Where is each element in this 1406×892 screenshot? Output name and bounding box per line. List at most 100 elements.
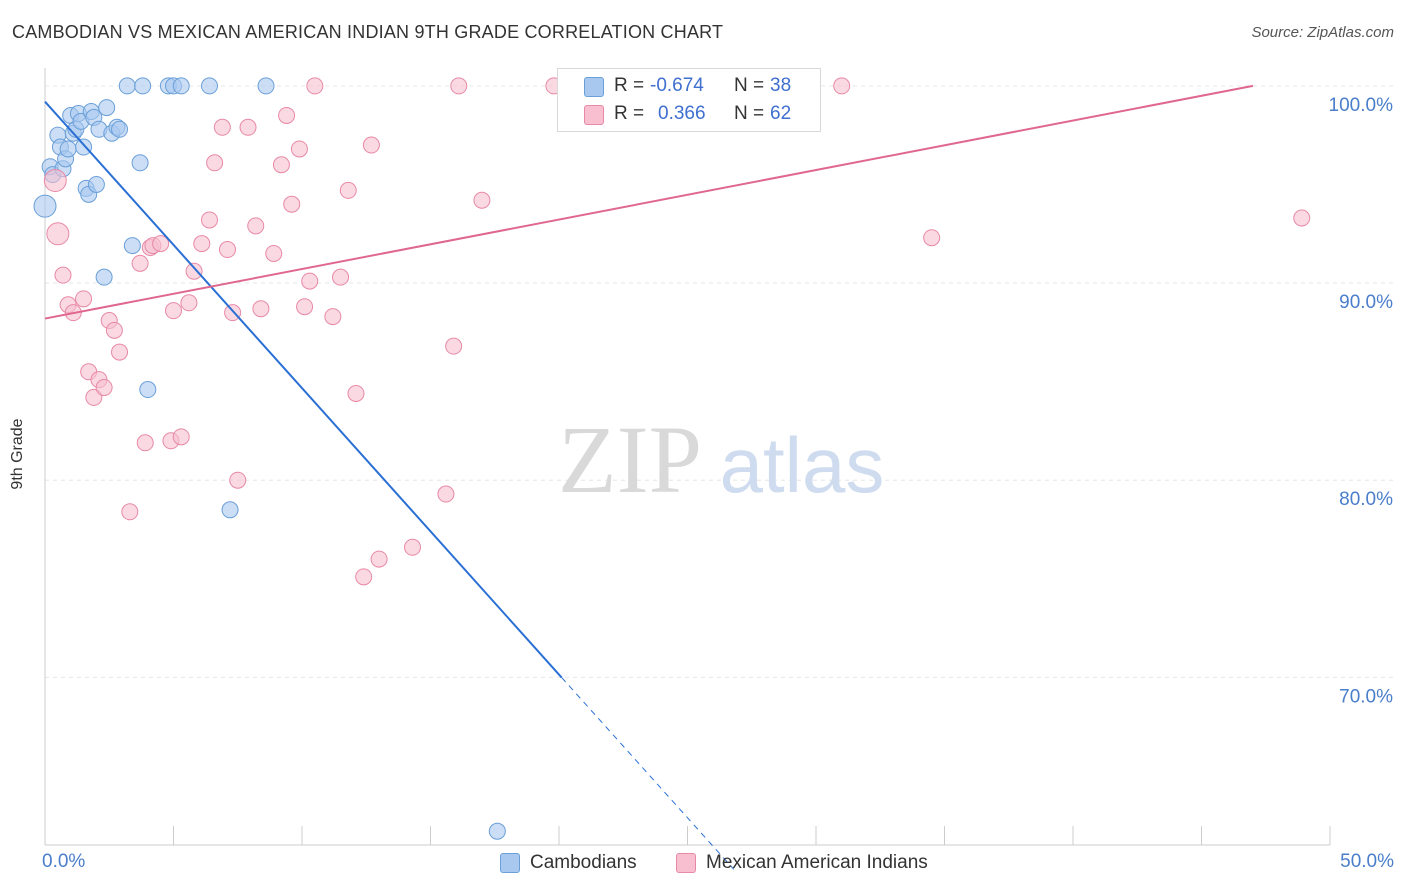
source-label: Source: ZipAtlas.com — [1251, 24, 1394, 41]
point-cambodians — [33, 194, 57, 218]
correlation-legend: R = -0.674 N = 38 R = 0.366 N = 62 — [557, 68, 821, 132]
point-cambodians — [111, 120, 129, 138]
legend-row-cambodians: R = -0.674 N = 38 — [584, 73, 820, 99]
point-mexican-american-indians — [95, 379, 113, 397]
trend-lines — [44, 84, 1254, 870]
point-mexican-american-indians — [306, 77, 324, 95]
point-mexican-american-indians — [355, 568, 373, 586]
point-mexican-american-indians — [445, 337, 463, 355]
point-mexican-american-indians — [252, 300, 270, 318]
point-mexican-american-indians — [450, 77, 468, 95]
point-mexican-american-indians — [213, 118, 231, 136]
legend-swatch-cambodians — [584, 77, 604, 97]
point-mexican-american-indians — [324, 308, 342, 326]
point-cambodians — [139, 381, 157, 399]
point-mexican-american-indians — [833, 77, 851, 95]
gridlines — [45, 85, 1395, 678]
legend-n-value: 62 — [770, 103, 792, 124]
point-mexican-american-indians — [180, 294, 198, 312]
point-mexican-american-indians — [265, 244, 283, 262]
point-mexican-american-indians — [283, 195, 301, 213]
chart-title: CAMBODIAN VS MEXICAN AMERICAN INDIAN 9TH… — [12, 22, 724, 42]
x-tick-label-min: 0.0% — [42, 851, 86, 872]
point-mexican-american-indians — [75, 290, 93, 308]
y-tick-label: 100.0% — [1329, 95, 1394, 116]
point-mexican-american-indians — [347, 384, 365, 402]
point-mexican-american-indians — [152, 235, 170, 253]
x-tick-label-max: 50.0% — [1340, 851, 1394, 872]
legend-n-value: 38 — [770, 75, 792, 96]
point-mexican-american-indians — [239, 118, 257, 136]
point-cambodians — [200, 77, 218, 95]
series-legend-mexican-american-indians[interactable]: Mexican American Indians — [676, 852, 928, 874]
trend-line-cambodians — [44, 100, 563, 679]
point-cambodians — [131, 154, 149, 172]
point-mexican-american-indians — [290, 140, 308, 158]
point-mexican-american-indians — [46, 222, 70, 246]
legend-row-mexican-american-indians: R = 0.366 N = 62 — [584, 101, 820, 127]
point-mexican-american-indians — [54, 266, 72, 284]
point-mexican-american-indians — [229, 471, 247, 489]
point-cambodians — [123, 237, 141, 255]
point-cambodians — [221, 501, 239, 519]
point-mexican-american-indians — [111, 343, 129, 361]
point-cambodians — [257, 77, 275, 95]
point-mexican-american-indians — [105, 321, 123, 339]
data-points — [33, 77, 1311, 840]
series-swatch-mexican-american-indians — [676, 853, 696, 873]
series-legend-cambodians[interactable]: Cambodians — [500, 852, 637, 874]
point-mexican-american-indians — [218, 241, 236, 259]
legend-r-label: R = — [614, 75, 645, 96]
point-cambodians — [134, 77, 152, 95]
point-cambodians — [172, 77, 190, 95]
legend-n-label: N = — [734, 75, 765, 96]
y-tick-label: 70.0% — [1339, 686, 1393, 707]
point-mexican-american-indians — [1293, 209, 1311, 227]
point-mexican-american-indians — [206, 154, 224, 172]
watermark-zip: ZIP — [558, 406, 702, 513]
point-mexican-american-indians — [296, 298, 314, 316]
y-tick-label: 90.0% — [1339, 292, 1393, 313]
trend-line-mexican-american-indians — [44, 84, 1254, 320]
series-swatch-cambodians — [500, 853, 520, 873]
point-mexican-american-indians — [43, 169, 67, 193]
point-mexican-american-indians — [362, 136, 380, 154]
y-axis-label: 9th Grade — [9, 418, 26, 490]
point-mexican-american-indians — [131, 254, 149, 272]
point-mexican-american-indians — [247, 217, 265, 235]
point-mexican-american-indians — [165, 302, 182, 320]
y-tick-labels: 100.0% 90.0% 80.0% 70.0% — [1329, 95, 1394, 708]
point-mexican-american-indians — [136, 434, 154, 452]
legend-r-value: 0.366 — [658, 103, 706, 124]
point-cambodians — [95, 268, 113, 286]
point-mexican-american-indians — [85, 388, 103, 406]
y-tick-label: 80.0% — [1339, 489, 1393, 510]
point-mexican-american-indians — [370, 550, 388, 568]
point-cambodians — [118, 77, 136, 95]
series-label-mexican-american-indians: Mexican American Indians — [706, 852, 928, 873]
legend-r-value: -0.674 — [650, 75, 704, 96]
watermark-atlas: atlas — [720, 421, 885, 509]
point-mexican-american-indians — [200, 211, 218, 229]
watermark: ZIP atlas — [558, 406, 884, 513]
legend-swatch-mexican-american-indians — [584, 105, 604, 125]
point-mexican-american-indians — [193, 235, 211, 253]
point-cambodians — [87, 175, 105, 193]
legend-n-label: N = — [734, 103, 765, 124]
point-mexican-american-indians — [437, 485, 455, 503]
point-cambodians — [59, 140, 77, 158]
point-mexican-american-indians — [301, 272, 319, 290]
point-mexican-american-indians — [923, 229, 941, 247]
series-legend: Cambodians Mexican American Indians — [0, 852, 1406, 878]
series-label-cambodians: Cambodians — [530, 852, 637, 873]
point-mexican-american-indians — [473, 191, 491, 209]
point-cambodians — [75, 138, 93, 156]
point-mexican-american-indians — [404, 538, 422, 556]
point-mexican-american-indians — [185, 262, 203, 280]
point-mexican-american-indians — [339, 181, 357, 199]
legend-r-label: R = — [614, 103, 645, 124]
point-mexican-american-indians — [172, 428, 190, 446]
point-mexican-american-indians — [121, 503, 139, 521]
point-cambodians — [98, 99, 116, 117]
